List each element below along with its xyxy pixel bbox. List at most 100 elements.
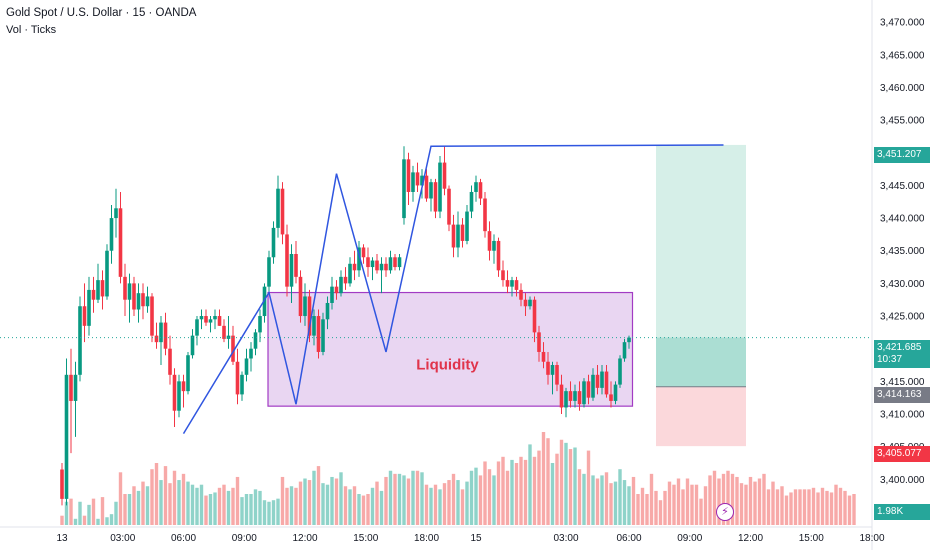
volume-bar — [694, 484, 699, 525]
candle-body — [186, 355, 190, 392]
candle — [285, 224, 289, 297]
volume-bar — [172, 470, 177, 525]
volume-bar — [708, 475, 712, 525]
candle-body — [397, 257, 402, 268]
candle-body — [447, 188, 451, 225]
volume-bar — [744, 484, 748, 525]
candle — [339, 270, 343, 297]
candle-body — [388, 257, 393, 271]
candle-body — [474, 182, 478, 192]
volume-bar — [343, 486, 348, 525]
candle-body — [240, 374, 244, 395]
candle — [411, 165, 415, 202]
lightning-icon[interactable]: ⚡ — [716, 503, 734, 521]
volume-legend[interactable]: Vol · Ticks — [6, 24, 57, 36]
volume-bar — [609, 483, 613, 525]
candle-body — [586, 381, 591, 398]
volume-bar — [604, 472, 609, 525]
candle-body — [568, 391, 573, 401]
volume-bar — [87, 504, 91, 525]
volume-bar — [100, 497, 105, 525]
candle-body — [100, 280, 105, 297]
volume-bar — [163, 466, 168, 525]
candle-body — [546, 361, 550, 375]
volume-bar — [465, 481, 469, 525]
candle — [384, 257, 388, 277]
volume-bar — [658, 500, 663, 525]
volume-bar — [325, 484, 330, 525]
volume-bar — [123, 494, 127, 525]
candle — [316, 309, 321, 359]
candle — [249, 342, 253, 372]
candle-body — [123, 276, 127, 300]
volume-bar — [69, 498, 73, 525]
candle-body — [132, 283, 136, 310]
candle — [69, 348, 73, 454]
volume-bar — [492, 475, 496, 525]
volume-bar — [487, 469, 492, 525]
volume-bar — [420, 472, 424, 525]
candle — [325, 296, 330, 330]
candle-body — [519, 289, 523, 300]
candle — [487, 221, 492, 261]
candle-body — [118, 208, 123, 277]
candle — [429, 178, 433, 212]
time-tick: 06:00 — [616, 533, 641, 544]
candle — [528, 296, 532, 310]
time-tick: 18:00 — [859, 533, 884, 544]
candle — [330, 276, 334, 310]
candle-body — [573, 391, 577, 401]
candle — [60, 462, 64, 506]
candle — [253, 329, 258, 356]
volume-bar — [231, 487, 235, 525]
candle — [420, 169, 424, 199]
candle — [456, 211, 460, 258]
candle — [541, 342, 546, 369]
volume-bar — [528, 444, 532, 525]
volume-bar — [555, 453, 559, 525]
volume-bar — [366, 494, 370, 525]
volume-bar — [348, 489, 352, 525]
candle-body — [321, 319, 325, 352]
candle-body — [541, 351, 546, 362]
candle — [343, 267, 348, 290]
price-tick: 3,440.000 — [880, 214, 925, 225]
candle-body — [253, 332, 258, 349]
volume-bar — [807, 489, 811, 525]
time-tick: 15 — [470, 533, 482, 544]
candle — [217, 309, 222, 326]
candle — [370, 257, 375, 281]
candle-body — [190, 335, 195, 356]
candle — [127, 273, 132, 323]
volume-bar — [226, 490, 231, 525]
candle-body — [406, 159, 411, 192]
candle-body — [181, 381, 186, 392]
candle — [213, 309, 217, 330]
time-tick: 15:00 — [799, 533, 824, 544]
candle — [600, 365, 604, 395]
candle — [177, 374, 181, 418]
candle — [150, 293, 154, 343]
symbol-title[interactable]: Gold Spot / U.S. Dollar · 15 · OANDA — [6, 7, 197, 19]
open-profit-zone — [656, 337, 746, 387]
volume-bar — [816, 492, 820, 525]
candle-body — [537, 332, 541, 352]
volume-bar — [730, 473, 735, 525]
candle-body — [127, 283, 132, 300]
candle — [271, 221, 276, 264]
candle — [559, 374, 564, 414]
volume-bar — [186, 481, 190, 525]
candle — [231, 325, 235, 366]
candle-body — [370, 260, 375, 268]
volume-bar — [690, 484, 694, 525]
volume-bar — [406, 478, 411, 525]
candle-body — [154, 335, 159, 343]
volume-bar — [258, 490, 262, 525]
candle — [141, 283, 145, 320]
candle-body — [298, 276, 303, 317]
candle-body — [478, 182, 483, 199]
volume-bar — [316, 466, 321, 525]
time-tick: 12:00 — [738, 533, 763, 544]
